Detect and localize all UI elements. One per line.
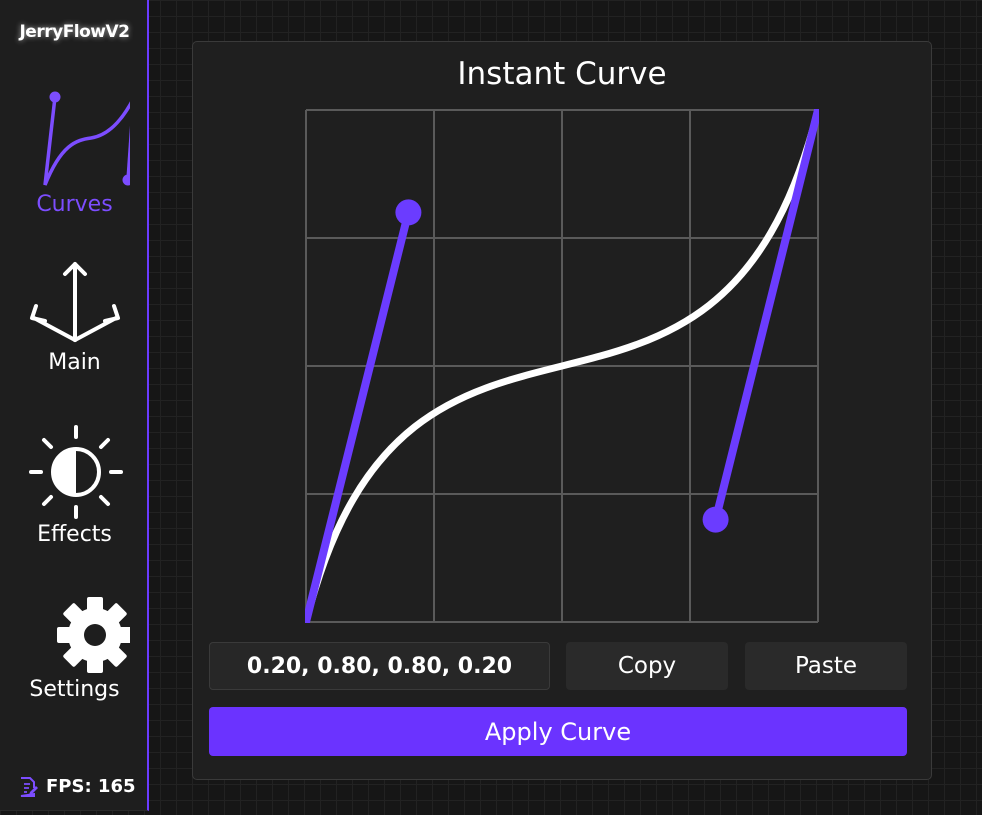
paste-button[interactable]: Paste: [745, 642, 907, 690]
document-edit-icon: [20, 776, 38, 797]
app-title: JerryFlowV2: [19, 22, 130, 42]
fps-counter: FPS: 165: [18, 776, 136, 797]
curve-panel: Instant Curve 0.20, 0.80, 0.80, 0.20 Cop…: [192, 41, 932, 780]
curve-value-field[interactable]: 0.20, 0.80, 0.80, 0.20: [209, 642, 550, 690]
copy-button[interactable]: Copy: [566, 642, 728, 690]
fps-text: FPS: 165: [46, 776, 136, 797]
panel-title: Instant Curve: [457, 56, 667, 92]
arrows-icon: [29, 262, 120, 342]
bezier-curve: [305, 109, 819, 623]
handle-line-1: [305, 208, 413, 623]
control-point-1[interactable]: [395, 199, 422, 226]
grid: [305, 109, 819, 623]
gear-icon: [56, 597, 130, 673]
sidebar: JerryFlowV2 Curves Main Effects Settings: [0, 0, 149, 811]
apply-curve-button[interactable]: Apply Curve: [209, 707, 907, 756]
sidebar-item-label: Effects: [37, 522, 112, 547]
handle-line-2: [711, 109, 819, 524]
brightness-icon: [28, 425, 123, 519]
sidebar-item-settings[interactable]: Settings: [0, 595, 149, 702]
curves-icon: [42, 91, 130, 186]
sidebar-item-main[interactable]: Main: [0, 258, 149, 375]
sidebar-item-effects[interactable]: Effects: [0, 425, 149, 547]
sidebar-item-label: Settings: [29, 677, 120, 702]
sidebar-item-label: Curves: [36, 192, 113, 217]
sidebar-item-curves[interactable]: Curves: [0, 85, 149, 217]
sidebar-item-label: Main: [48, 350, 101, 375]
curve-editor[interactable]: [305, 109, 819, 623]
control-point-2[interactable]: [702, 506, 729, 533]
